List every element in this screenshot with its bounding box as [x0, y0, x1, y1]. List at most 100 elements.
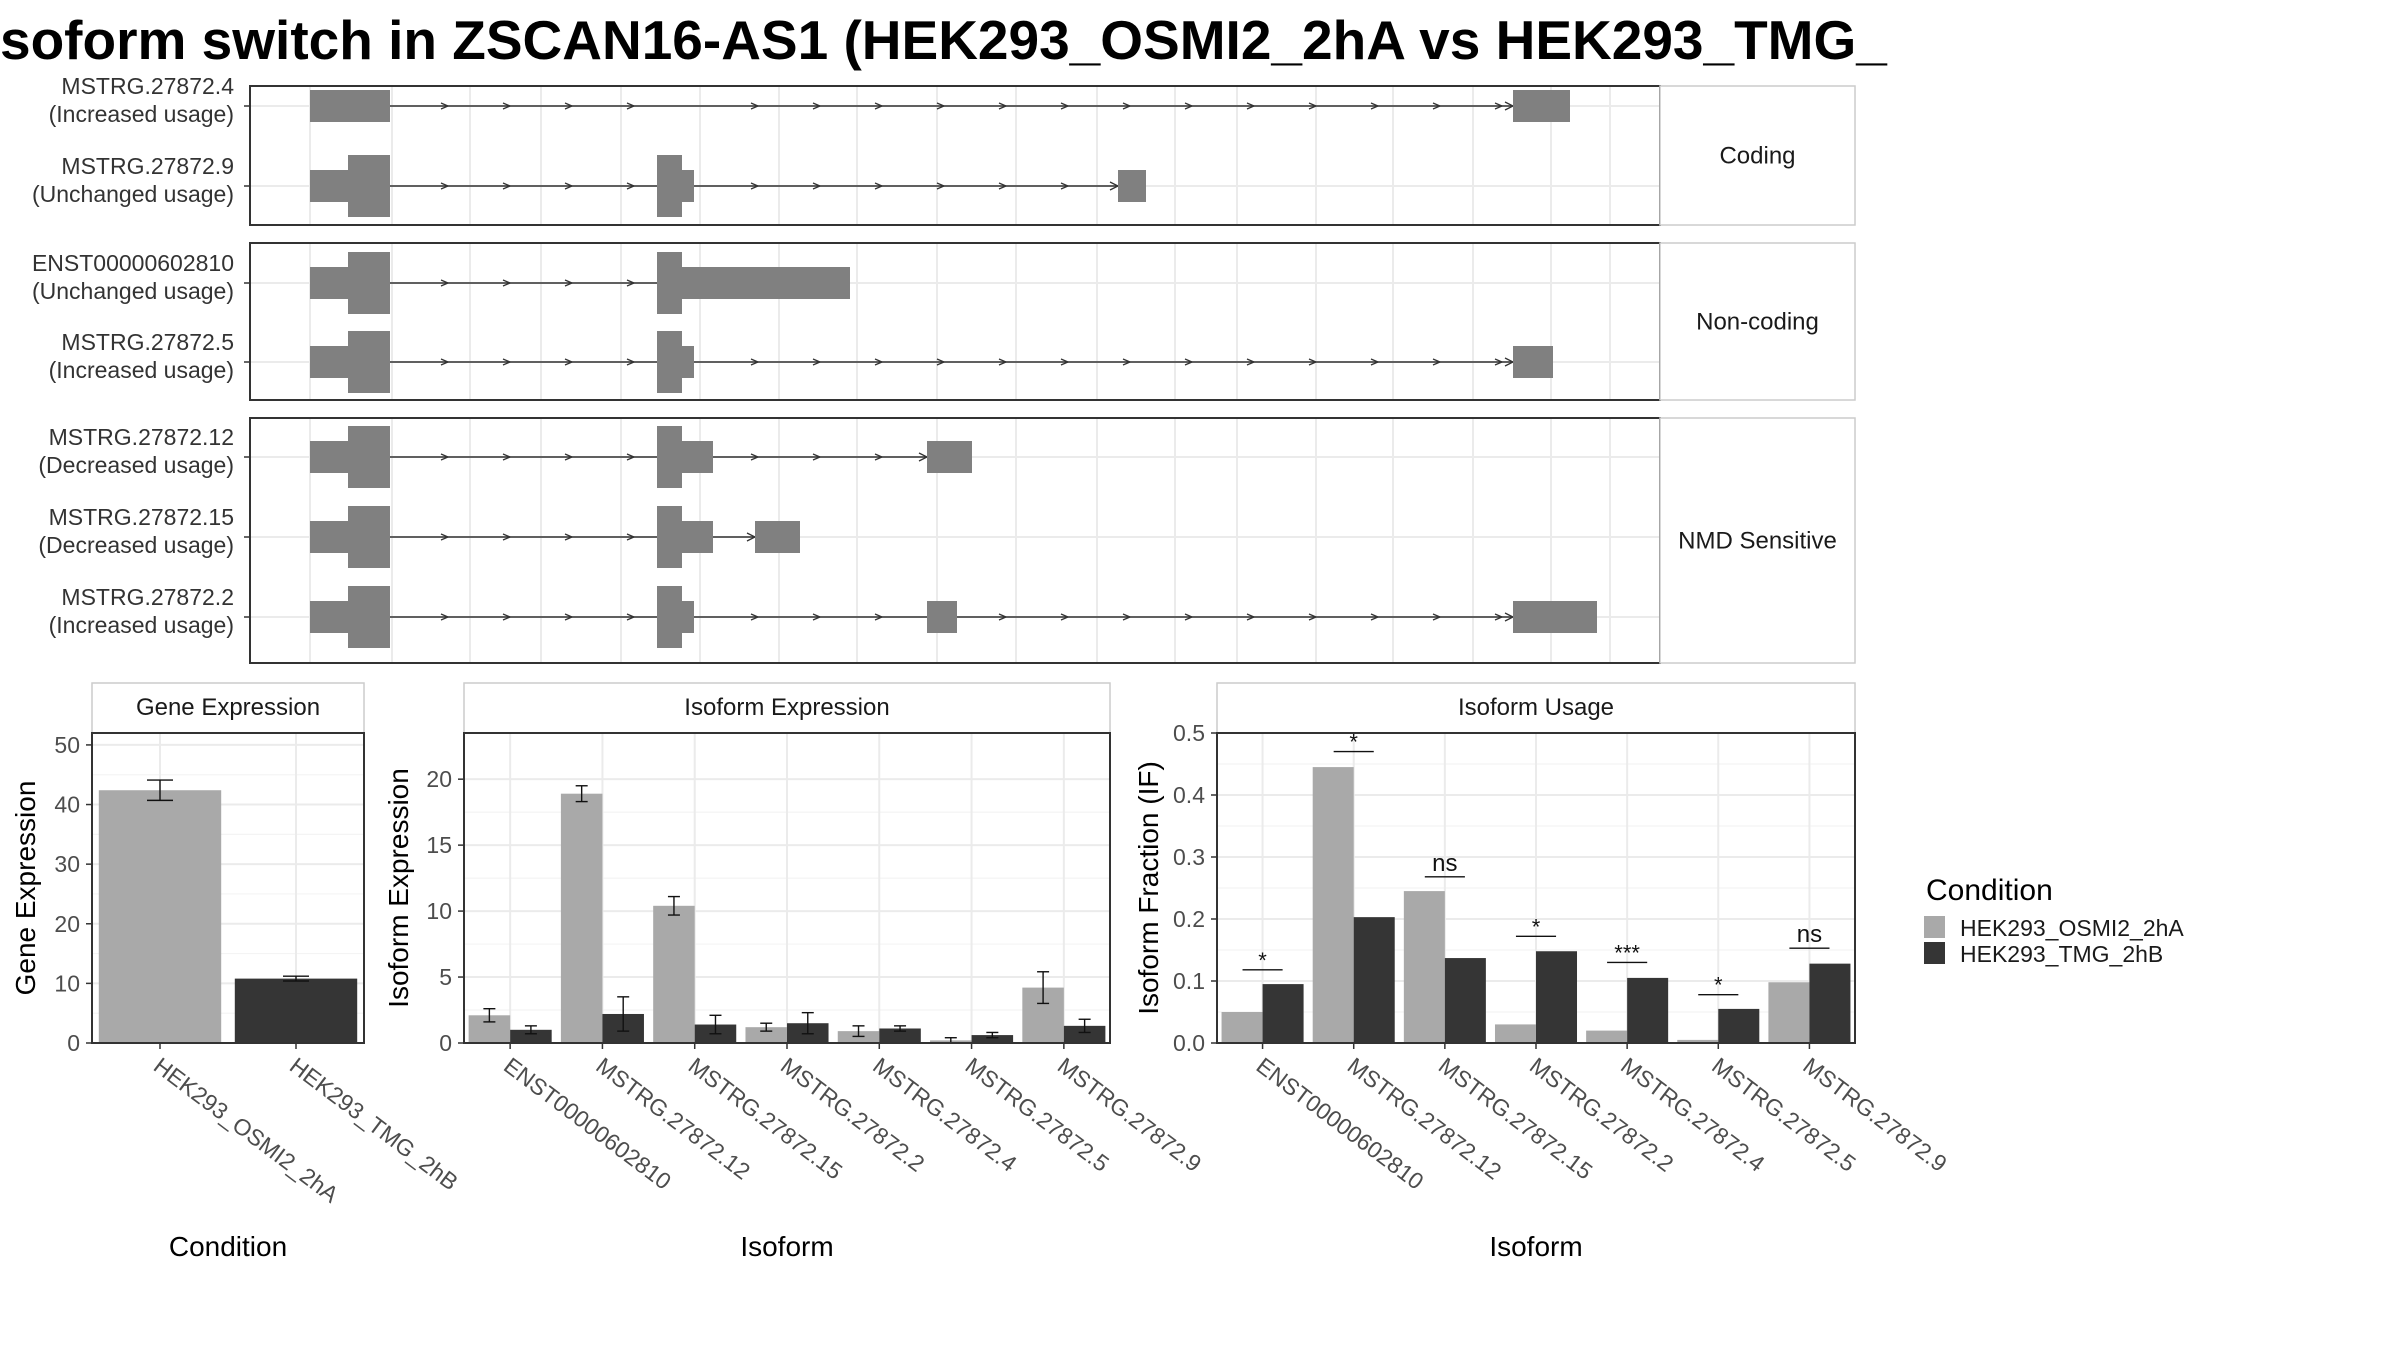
facet-strip-label: Coding — [1719, 143, 1795, 170]
bar — [1718, 1008, 1760, 1043]
intron-arrow — [502, 533, 512, 541]
error-bar — [986, 1031, 999, 1039]
significance-marker: ns — [1789, 921, 1830, 949]
intron-arrow — [936, 102, 946, 110]
intron-arrow — [626, 453, 636, 461]
error-bar — [283, 975, 309, 982]
y-tick-label: 0 — [439, 1030, 452, 1056]
intron-arrow — [564, 358, 574, 366]
transcript-usage: (Decreased usage) — [38, 452, 234, 478]
significance-marker: * — [1515, 914, 1557, 939]
exon — [348, 426, 390, 488]
y-tick-label: 20 — [426, 766, 452, 792]
structure-panel-3: MSTRG.27872.12(Decreased usage)MSTRG.278… — [38, 417, 1856, 664]
significance-marker: *** — [1607, 940, 1648, 965]
bar — [1809, 963, 1851, 1043]
intron-arrow — [998, 358, 1008, 366]
intron-arrow — [626, 102, 636, 110]
intron-arrow — [626, 358, 636, 366]
intron-arrow — [936, 182, 946, 190]
transcript-name: MSTRG.27872.2 — [61, 584, 234, 610]
intron-arrow — [564, 279, 574, 287]
y-tick-label: 0 — [67, 1030, 80, 1056]
intron-arrow — [440, 279, 450, 287]
bar — [1063, 1025, 1106, 1043]
y-tick-label: 30 — [54, 851, 80, 877]
bar — [98, 790, 222, 1043]
y-tick-label: 0.1 — [1173, 968, 1205, 994]
page-title: soform switch in ZSCAN16-AS1 (HEK293_OSM… — [0, 9, 1887, 71]
y-tick-label: 0.4 — [1173, 782, 1205, 808]
significance-marker: * — [1242, 948, 1283, 973]
transcript-row: MSTRG.27872.4(Increased usage) — [49, 73, 1570, 127]
intron-arrow — [1494, 358, 1504, 366]
intron-arrow — [812, 613, 822, 621]
intron-arrow — [502, 358, 512, 366]
transcript-usage: (Decreased usage) — [38, 532, 234, 558]
structure-panel-1: MSTRG.27872.4(Increased usage) MSTRG.2787… — [32, 73, 1856, 226]
transcript-usage: (Unchanged usage) — [32, 181, 234, 207]
exon — [682, 346, 694, 378]
panel-border — [91, 732, 365, 1044]
x-tick-label: MSTRG.27872.12 — [1343, 1052, 1507, 1184]
intron-arrow — [626, 613, 636, 621]
y-tick-label: 15 — [426, 832, 452, 858]
intron-arrow — [502, 453, 512, 461]
intron-arrow — [1246, 358, 1256, 366]
exon — [1513, 90, 1570, 122]
intron-arrow — [1246, 613, 1256, 621]
intron-arrow — [750, 358, 760, 366]
bar — [1403, 891, 1445, 1043]
exon — [310, 346, 348, 378]
exon — [310, 521, 348, 553]
intron-arrow — [440, 182, 450, 190]
error-bar — [1078, 1018, 1091, 1034]
y-tick-label: 10 — [426, 898, 452, 924]
transcript-name: MSTRG.27872.12 — [49, 424, 234, 450]
error-bar — [617, 996, 630, 1032]
legend-item-label: HEK293_OSMI2_2hA — [1960, 915, 2184, 941]
chart-3: Isoform Usage**ns*****ns0.00.10.20.30.40… — [1133, 682, 1952, 1262]
intron-arrow — [874, 182, 884, 190]
x-tick-label: MSTRG.27872.15 — [1434, 1052, 1598, 1184]
intron-arrow — [1370, 102, 1380, 110]
bar — [1221, 1012, 1263, 1043]
exon — [657, 252, 682, 314]
x-tick-label: ENST00000602810 — [499, 1052, 676, 1194]
error-bar — [852, 1025, 865, 1038]
bar — [1262, 984, 1304, 1043]
y-tick-label: 0.2 — [1173, 906, 1205, 932]
intron-arrow — [874, 613, 884, 621]
bar — [653, 905, 695, 1043]
error-bar — [524, 1025, 537, 1035]
legend-swatch — [1924, 942, 1945, 964]
exon — [755, 521, 800, 553]
structure-panel-2: ENST00000602810(Unchanged usage) MSTRG.27… — [32, 242, 1856, 401]
significance-label: * — [1349, 730, 1358, 755]
intron-arrow — [1432, 358, 1442, 366]
exon — [657, 155, 682, 217]
x-tick-label: ENST00000602810 — [1252, 1052, 1429, 1194]
transcript-row: MSTRG.27872.9(Unchanged usage) — [32, 153, 1146, 217]
error-bar — [147, 779, 173, 802]
intron-arrow — [440, 533, 450, 541]
intron-arrow — [1308, 613, 1318, 621]
transcript-row: MSTRG.27872.2(Increased usage) — [49, 584, 1597, 648]
intron-arrow — [750, 182, 760, 190]
bar — [1353, 917, 1395, 1043]
bar — [1627, 977, 1669, 1043]
intron-arrow — [1060, 358, 1070, 366]
intron-arrow — [502, 182, 512, 190]
transcript-name: ENST00000602810 — [32, 250, 234, 276]
exon — [682, 441, 713, 473]
x-tick-label: MSTRG.27872.15 — [684, 1052, 848, 1184]
error-bar — [709, 1014, 722, 1035]
y-tick-label: 40 — [54, 792, 80, 818]
error-bar — [894, 1025, 907, 1032]
intron-arrow — [874, 102, 884, 110]
intron-arrow — [1494, 102, 1504, 110]
intron-arrow — [440, 613, 450, 621]
intron-arrow — [812, 102, 822, 110]
error-bar — [760, 1022, 773, 1032]
exon — [348, 331, 390, 393]
